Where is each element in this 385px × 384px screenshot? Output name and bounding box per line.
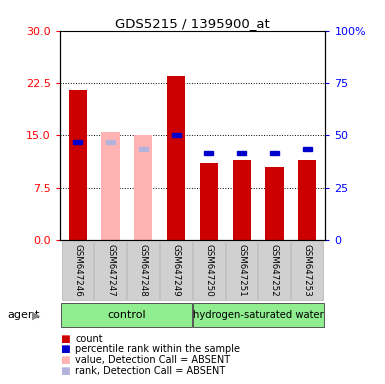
Text: agent: agent	[8, 310, 40, 320]
Bar	[106, 141, 115, 144]
Bar	[139, 147, 148, 151]
FancyBboxPatch shape	[62, 241, 94, 300]
Bar	[102, 132, 119, 240]
Text: GSM647249: GSM647249	[172, 244, 181, 296]
Text: percentile rank within the sample: percentile rank within the sample	[75, 344, 240, 354]
Bar	[303, 147, 312, 151]
FancyBboxPatch shape	[291, 241, 323, 300]
Text: GSM647253: GSM647253	[303, 244, 312, 296]
Bar	[270, 151, 279, 155]
Bar	[298, 160, 316, 240]
Text: ■: ■	[60, 366, 69, 376]
FancyBboxPatch shape	[193, 241, 224, 300]
Bar	[171, 134, 181, 137]
Bar	[167, 76, 185, 240]
Text: GSM647246: GSM647246	[73, 244, 82, 296]
FancyBboxPatch shape	[61, 303, 192, 327]
Text: count: count	[75, 334, 103, 344]
Text: ■: ■	[60, 344, 69, 354]
Text: GSM647251: GSM647251	[237, 244, 246, 296]
Text: rank, Detection Call = ABSENT: rank, Detection Call = ABSENT	[75, 366, 225, 376]
Text: GSM647248: GSM647248	[139, 244, 148, 296]
Bar	[134, 136, 152, 240]
Bar	[204, 151, 214, 155]
Text: hydrogen-saturated water: hydrogen-saturated water	[193, 310, 323, 320]
Bar	[237, 151, 246, 155]
Bar	[200, 163, 218, 240]
FancyBboxPatch shape	[226, 241, 258, 300]
Text: value, Detection Call = ABSENT: value, Detection Call = ABSENT	[75, 355, 230, 365]
Text: GSM647252: GSM647252	[270, 244, 279, 296]
Text: control: control	[107, 310, 146, 320]
FancyBboxPatch shape	[127, 241, 159, 300]
Bar	[69, 90, 87, 240]
FancyBboxPatch shape	[258, 241, 290, 300]
Bar	[266, 167, 283, 240]
Text: ■: ■	[60, 334, 69, 344]
Text: GSM647247: GSM647247	[106, 244, 115, 296]
FancyBboxPatch shape	[192, 303, 324, 327]
Text: GDS5215 / 1395900_at: GDS5215 / 1395900_at	[115, 17, 270, 30]
Text: ■: ■	[60, 355, 69, 365]
Bar	[233, 160, 251, 240]
FancyBboxPatch shape	[160, 241, 192, 300]
Text: ▶: ▶	[32, 310, 40, 320]
Bar	[73, 141, 82, 144]
FancyBboxPatch shape	[94, 241, 126, 300]
Text: GSM647250: GSM647250	[204, 244, 213, 296]
